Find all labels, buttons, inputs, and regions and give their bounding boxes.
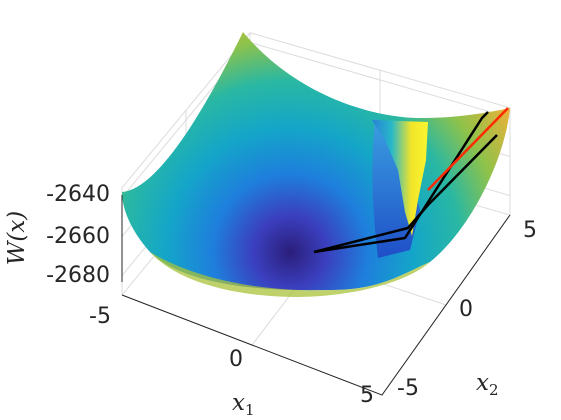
y-tick-label: -5 [397, 376, 419, 401]
curve-2 [427, 107, 509, 191]
x-axis-label: x1 [232, 390, 255, 419]
z-tick-label: -2640 [46, 182, 110, 207]
tick-labels: -5 0 5 -5 0 5 -2640 -2660 -2680 [46, 182, 537, 408]
trajectory-curves [313, 107, 509, 254]
y-axis-label: x2 [476, 370, 499, 399]
z-axis-label: W(x) [4, 211, 30, 266]
curve-1 [313, 134, 498, 254]
axes-lines [121, 195, 511, 396]
y-tick-label: 0 [459, 297, 473, 322]
surface-front-edge [150, 252, 430, 297]
y-tick-label: 5 [523, 218, 537, 243]
z-tick-label: -2660 [46, 224, 110, 249]
curve-0 [313, 111, 489, 254]
spike-side [372, 118, 420, 258]
x-tick-label: 0 [229, 347, 243, 372]
z-tick-label: -2680 [46, 263, 110, 288]
spike-surface [372, 120, 428, 236]
x-tick-label: 5 [360, 383, 374, 408]
x-tick-label: -5 [89, 304, 111, 329]
